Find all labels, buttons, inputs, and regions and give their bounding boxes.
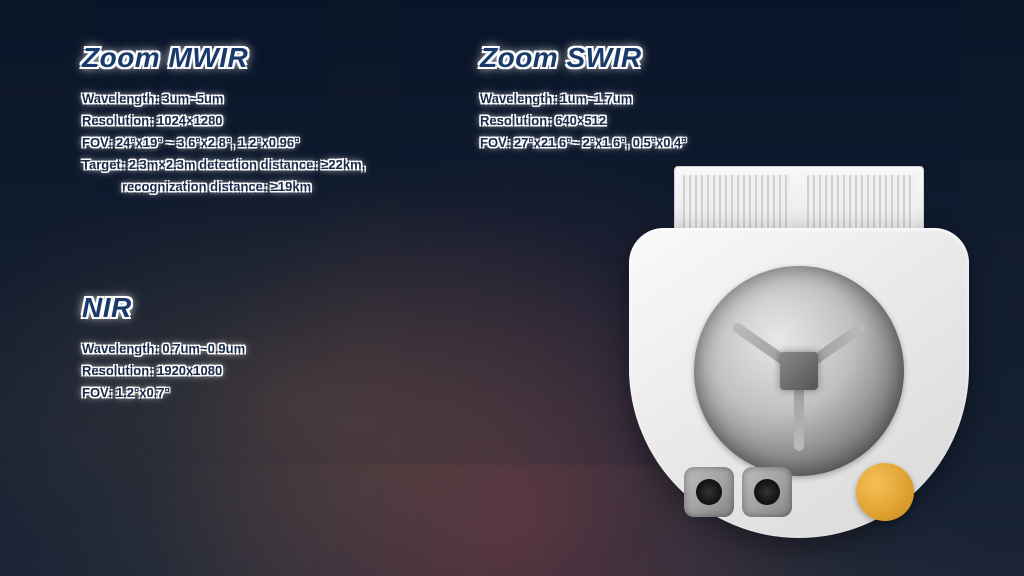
mwir-resolution: Resolution: 1024×1280	[82, 110, 365, 132]
swir-resolution: Resolution: 640×512	[480, 110, 686, 132]
device-sensor-mid	[742, 467, 792, 517]
nir-title: NIR	[82, 292, 245, 324]
device-sensor-left	[684, 467, 734, 517]
spec-block-nir: NIR Wavelength: 0.7um~0.9um Resolution: …	[82, 292, 245, 404]
mwir-fov: FOV: 24°x19° ~ 3.6°x2.8°, 1.2°x0.96°	[82, 132, 365, 154]
device-sensor-bar	[684, 462, 914, 522]
swir-wavelength: Wavelength: 1um~1.7um	[480, 88, 686, 110]
swir-title: Zoom SWIR	[480, 42, 686, 74]
mwir-wavelength: Wavelength: 3um~5um	[82, 88, 365, 110]
spec-block-swir: Zoom SWIR Wavelength: 1um~1.7um Resoluti…	[480, 42, 686, 154]
mwir-target-line1: Target: 2.3m×2.3m detection distance: ≥2…	[82, 154, 365, 176]
nir-fov: FOV: 1.2°x0.7°	[82, 382, 245, 404]
spec-block-mwir: Zoom MWIR Wavelength: 3um~5um Resolution…	[82, 42, 365, 198]
device-body	[629, 228, 969, 538]
device-sensor-orange	[856, 463, 914, 521]
device-image	[614, 166, 984, 546]
nir-wavelength: Wavelength: 0.7um~0.9um	[82, 338, 245, 360]
swir-fov: FOV: 27°x21.6°~ 2°x1.6°, 0.5°x0.4°	[480, 132, 686, 154]
mwir-title: Zoom MWIR	[82, 42, 365, 74]
device-main-lens	[694, 266, 904, 476]
nir-resolution: Resolution: 1920x1080	[82, 360, 245, 382]
mwir-target-line2: recognization distance: ≥19km	[82, 176, 365, 198]
